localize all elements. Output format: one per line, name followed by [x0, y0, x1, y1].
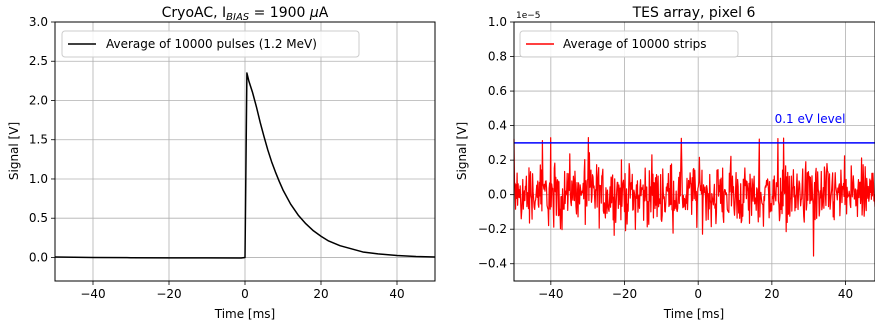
- y-tick-label: 0.6: [488, 84, 507, 98]
- x-tick-label: 40: [838, 287, 853, 301]
- y-tick-label: 0.2: [488, 153, 507, 167]
- right-y-scale-label: 1e−5: [516, 11, 541, 21]
- y-tick-label: 1.5: [29, 133, 48, 147]
- y-tick-label: 2.0: [29, 93, 48, 107]
- right-chart: −40 −20 0 20 40 −0.4 −0.2 0.0 0.2 0.4 0.6 0.8 1.0 TE…: [455, 5, 875, 321]
- right-plot-frame: [513, 21, 875, 282]
- y-tick-label: 1.0: [29, 172, 48, 186]
- left-legend-box: [61, 30, 360, 58]
- right-legend: Average of 10000 strips: [519, 30, 739, 58]
- x-tick-label: −40: [80, 287, 105, 301]
- right-ylabel: Signal [V]: [455, 122, 469, 180]
- left-grid: [55, 21, 435, 281]
- y-tick-label: 0.0: [29, 250, 48, 264]
- left-legend-label: Average of 10000 pulses (1.2 MeV): [106, 37, 317, 51]
- left-series: [54, 72, 436, 259]
- y-tick-label: 0.8: [488, 50, 507, 64]
- left-ylabel: Signal [V]: [7, 122, 21, 180]
- left-chart: −40 −20 0 20 40 0.0 0.5 1.0 1.5 2.0 2.5 3.0 CryoAC,…: [7, 5, 436, 321]
- y-tick-label: 3.0: [29, 15, 48, 29]
- x-tick-label: 0: [694, 287, 702, 301]
- left-legend: Average of 10000 pulses (1.2 MeV): [61, 30, 360, 58]
- right-xlabel: Time [ms]: [663, 307, 725, 321]
- right-legend-box: [519, 30, 739, 58]
- y-tick-label: −0.2: [478, 222, 507, 236]
- x-tick-label: −20: [156, 287, 181, 301]
- x-tick-label: −20: [612, 287, 637, 301]
- series-line-strip-average: [513, 136, 875, 257]
- y-tick-label: 0.0: [488, 188, 507, 202]
- x-tick-label: 20: [313, 287, 328, 301]
- y-tick-label: 0.5: [29, 211, 48, 225]
- series-line-pulse-average: [54, 72, 436, 259]
- right-ticks: −40 −20 0 20 40 −0.4 −0.2 0.0 0.2 0.4 0.6 0.8 1.0: [478, 15, 853, 301]
- y-tick-label: 0.4: [488, 119, 507, 133]
- x-tick-label: 20: [764, 287, 779, 301]
- y-tick-label: 1.0: [488, 15, 507, 29]
- right-plot-area: [514, 22, 875, 281]
- x-tick-label: −40: [538, 287, 563, 301]
- right-reference-label: 0.1 eV level: [775, 112, 846, 126]
- right-title: TES array, pixel 6: [632, 5, 756, 21]
- left-xlabel: Time [ms]: [214, 307, 276, 321]
- left-ticks: −40 −20 0 20 40 0.0 0.5 1.0 1.5 2.0 2.5 3.0: [29, 15, 405, 301]
- x-tick-label: 0: [241, 287, 249, 301]
- right-legend-label: Average of 10000 strips: [563, 37, 707, 51]
- x-tick-label: 40: [389, 287, 404, 301]
- right-series: [513, 136, 875, 257]
- y-tick-label: 2.5: [29, 54, 48, 68]
- y-tick-label: −0.4: [478, 257, 507, 271]
- left-title: CryoAC, IBIAS = 1900 μA: [162, 5, 329, 23]
